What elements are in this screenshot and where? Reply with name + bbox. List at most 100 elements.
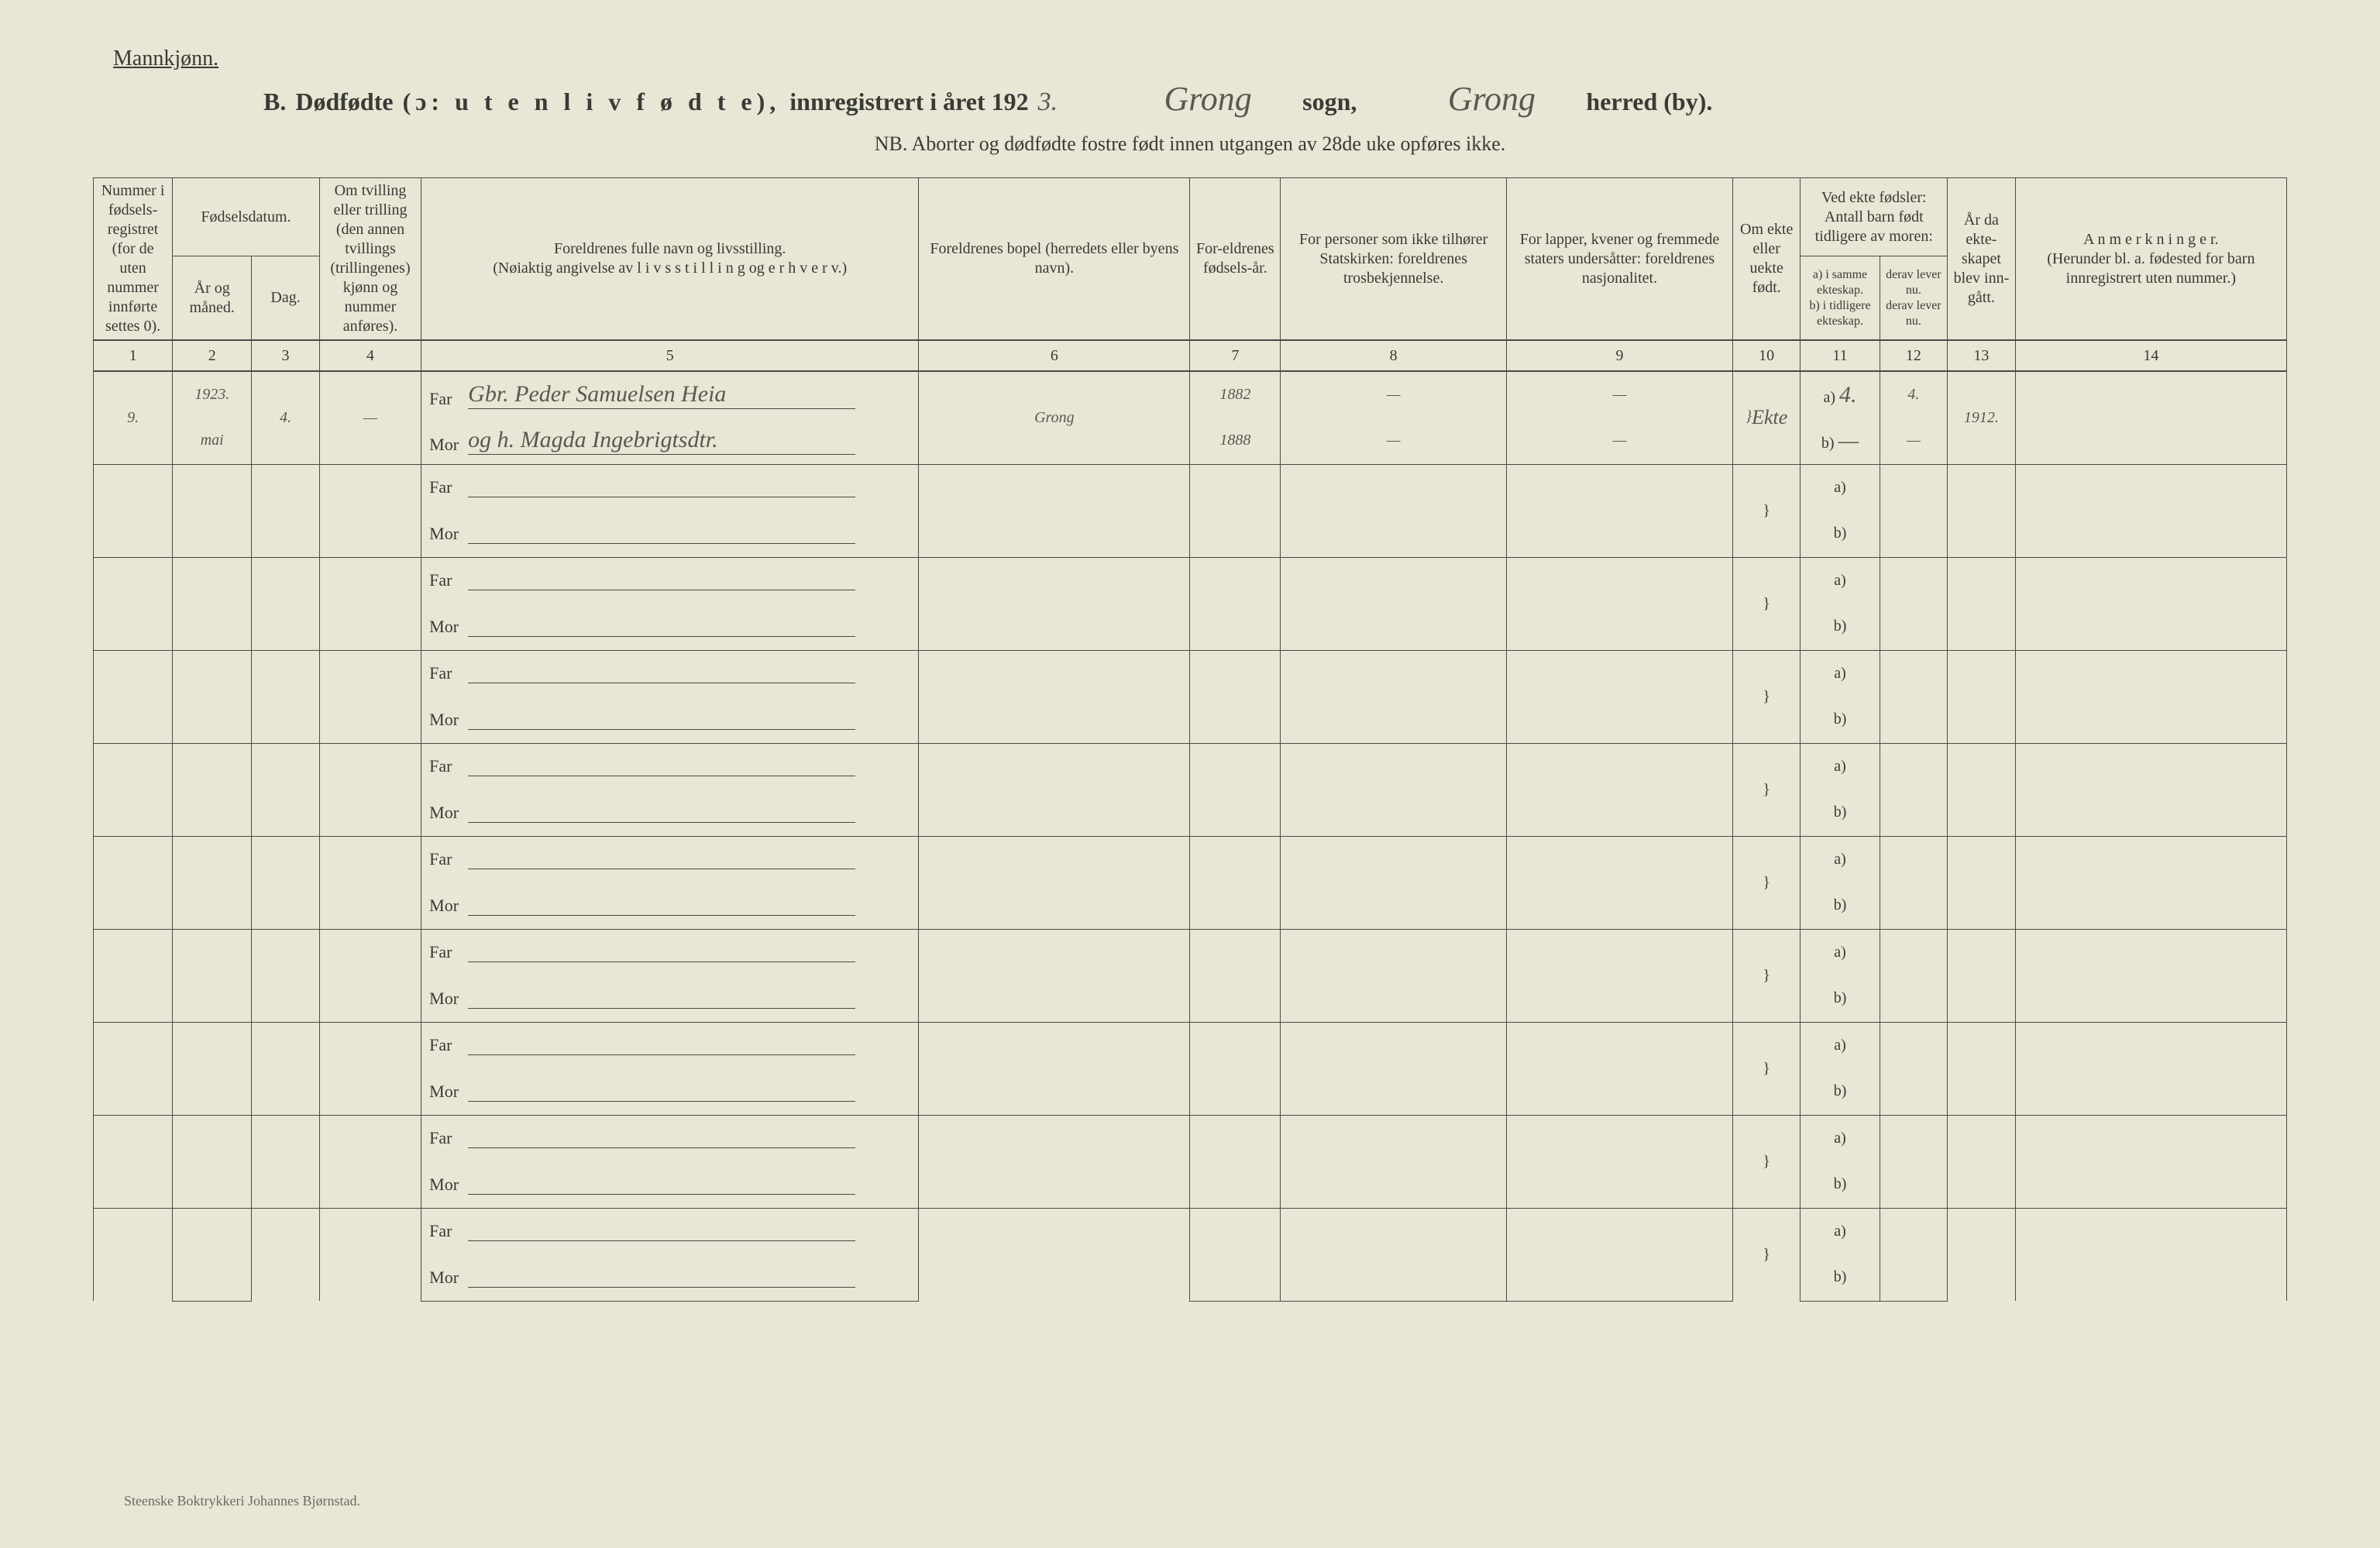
c11a: a) bbox=[1800, 1022, 1880, 1068]
colnum: 9 bbox=[1507, 340, 1733, 371]
day bbox=[252, 929, 320, 1022]
mother-name: og h. Magda Ingebrigtsdtr. bbox=[468, 427, 855, 455]
remarks bbox=[2015, 371, 2286, 464]
c11a: a) bbox=[1800, 557, 1880, 604]
nationality-mor: — bbox=[1507, 418, 1733, 464]
residence bbox=[919, 929, 1190, 1022]
section-letter: B. bbox=[263, 88, 286, 116]
mother-name-cell: Mor bbox=[421, 511, 919, 557]
father-birth: 1882 bbox=[1190, 371, 1281, 418]
c11b: b) bbox=[1800, 511, 1880, 557]
month bbox=[173, 604, 252, 650]
nationality-mor bbox=[1507, 975, 1733, 1022]
month bbox=[173, 975, 252, 1022]
table-row: Far}a) bbox=[94, 743, 2287, 789]
mother-name-cell: Mor bbox=[421, 697, 919, 743]
c11b: b) bbox=[1800, 789, 1880, 836]
mother-name-cell: Morog h. Magda Ingebrigtsdtr. bbox=[421, 418, 919, 464]
c11a: a) bbox=[1800, 836, 1880, 882]
mor-label: Mor bbox=[429, 1082, 468, 1102]
far-label: Far bbox=[429, 756, 468, 776]
colnum: 13 bbox=[1948, 340, 2016, 371]
col5-header: Foreldrenes fulle navn og livsstilling. … bbox=[421, 178, 919, 341]
father-birth bbox=[1190, 464, 1281, 511]
far-label: Far bbox=[429, 477, 468, 497]
c11b: b) bbox=[1800, 1161, 1880, 1208]
c12a bbox=[1880, 1022, 1948, 1068]
mother-name bbox=[468, 1083, 855, 1102]
col2-header-sub: År og måned. bbox=[173, 256, 252, 340]
far-label: Far bbox=[429, 1128, 468, 1148]
c12a bbox=[1880, 929, 1948, 975]
legit-brace: } bbox=[1732, 1208, 1800, 1301]
residence: Grong bbox=[919, 371, 1190, 464]
far-label: Far bbox=[429, 663, 468, 683]
father-name-cell: Far bbox=[421, 650, 919, 697]
month bbox=[173, 697, 252, 743]
father-name bbox=[468, 572, 855, 590]
nationality-mor bbox=[1507, 1254, 1733, 1301]
c12a bbox=[1880, 1208, 1948, 1254]
father-name-cell: Far bbox=[421, 836, 919, 882]
remarks bbox=[2015, 836, 2286, 929]
far-label: Far bbox=[429, 849, 468, 869]
mother-birth bbox=[1190, 789, 1281, 836]
twin bbox=[319, 743, 421, 836]
month bbox=[173, 511, 252, 557]
c11a: a) bbox=[1800, 650, 1880, 697]
colnum: 8 bbox=[1281, 340, 1507, 371]
nationality-far bbox=[1507, 836, 1733, 882]
remarks bbox=[2015, 1022, 2286, 1115]
c12b bbox=[1880, 882, 1948, 929]
mother-name bbox=[468, 804, 855, 823]
residence bbox=[919, 1022, 1190, 1115]
twin bbox=[319, 1022, 421, 1115]
nationality-mor bbox=[1507, 882, 1733, 929]
mother-birth bbox=[1190, 1161, 1281, 1208]
nationality-mor bbox=[1507, 697, 1733, 743]
father-name-cell: Far bbox=[421, 929, 919, 975]
twin bbox=[319, 1208, 421, 1301]
mother-name-cell: Mor bbox=[421, 975, 919, 1022]
far-label: Far bbox=[429, 1035, 468, 1055]
herred-label: herred (by). bbox=[1586, 88, 1712, 116]
confession-mor bbox=[1281, 697, 1507, 743]
twin bbox=[319, 1115, 421, 1208]
remarks bbox=[2015, 1115, 2286, 1208]
mor-label: Mor bbox=[429, 524, 468, 544]
marriage-year: 1912. bbox=[1948, 371, 2016, 464]
colnum: 5 bbox=[421, 340, 919, 371]
c11a: a) bbox=[1800, 1208, 1880, 1254]
confession-mor bbox=[1281, 975, 1507, 1022]
month bbox=[173, 882, 252, 929]
reg-no bbox=[94, 1115, 173, 1208]
herred-handwritten: Grong bbox=[1406, 79, 1577, 119]
c12b bbox=[1880, 789, 1948, 836]
nationality-far bbox=[1507, 1022, 1733, 1068]
c12a: 4. bbox=[1880, 371, 1948, 418]
reg-no bbox=[94, 929, 173, 1022]
colnum: 10 bbox=[1732, 340, 1800, 371]
remarks bbox=[2015, 557, 2286, 650]
c12a bbox=[1880, 650, 1948, 697]
day bbox=[252, 464, 320, 557]
col2-3-header-top: Fødselsdatum. bbox=[173, 178, 320, 256]
c11b: b) bbox=[1800, 882, 1880, 929]
father-name-cell: Far bbox=[421, 743, 919, 789]
mother-birth bbox=[1190, 697, 1281, 743]
c11b: b) bbox=[1800, 1068, 1880, 1115]
day bbox=[252, 836, 320, 929]
c11b: b) bbox=[1800, 1254, 1880, 1301]
father-birth bbox=[1190, 1022, 1281, 1068]
nationality-far: — bbox=[1507, 371, 1733, 418]
table-row: Far}a) bbox=[94, 557, 2287, 604]
c11b: b) bbox=[1800, 975, 1880, 1022]
reg-no bbox=[94, 650, 173, 743]
mor-label: Mor bbox=[429, 435, 468, 455]
mother-name-cell: Mor bbox=[421, 1068, 919, 1115]
c11a: a) bbox=[1800, 929, 1880, 975]
father-birth bbox=[1190, 836, 1281, 882]
col3-header-sub: Dag. bbox=[252, 256, 320, 340]
year bbox=[173, 929, 252, 975]
marriage-year bbox=[1948, 836, 2016, 929]
